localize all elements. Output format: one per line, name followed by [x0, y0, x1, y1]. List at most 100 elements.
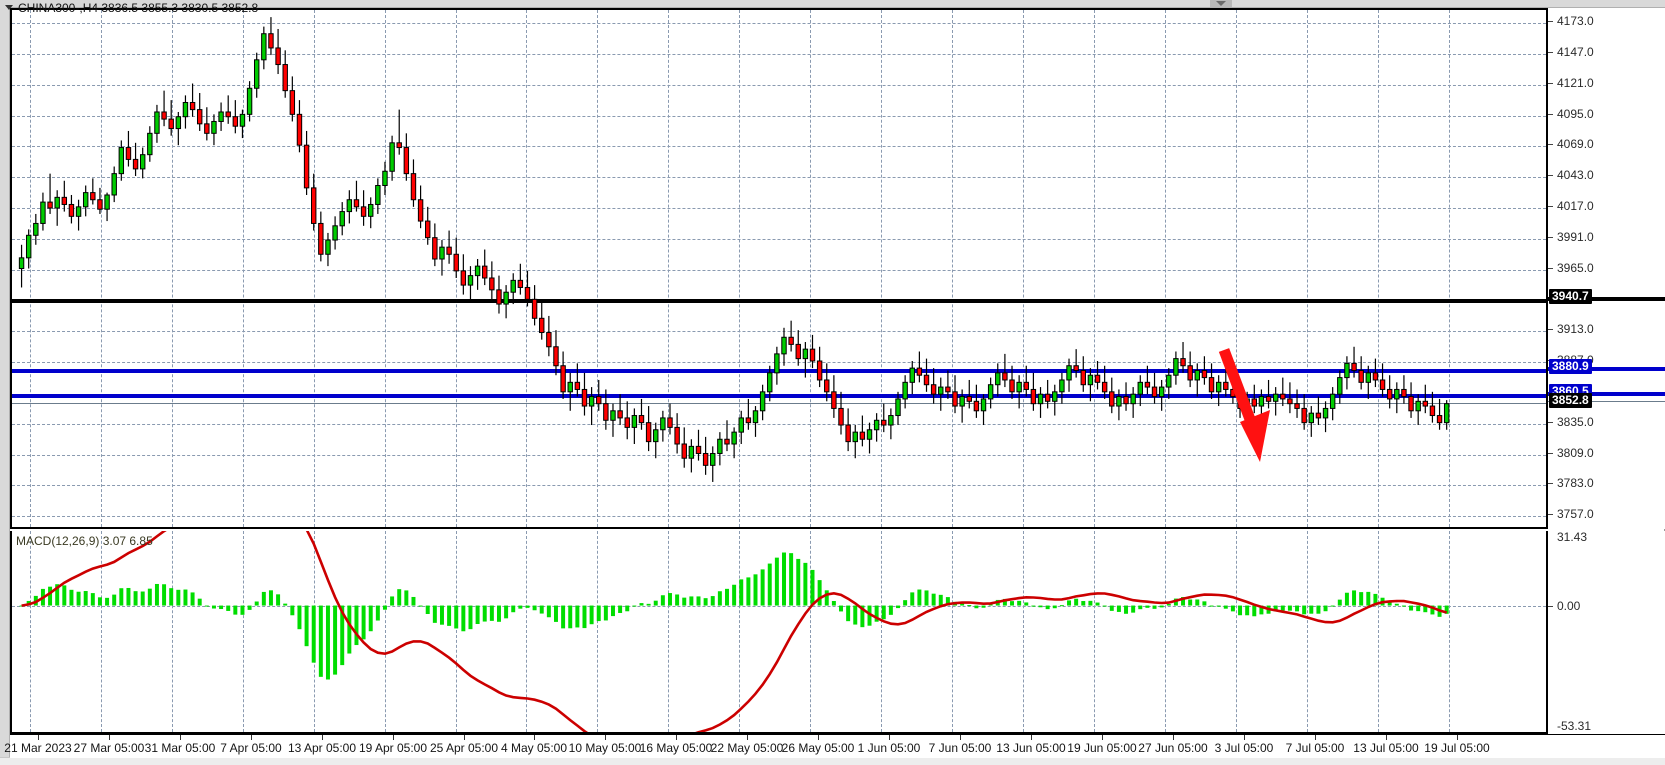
macd-series	[19, 531, 1449, 732]
gridline-vertical	[1307, 10, 1308, 527]
time-axis-tick	[393, 735, 394, 740]
bottom-strip	[0, 757, 1665, 765]
gridline-vertical	[30, 531, 31, 732]
chart-menu-caret-icon[interactable]	[5, 5, 13, 10]
macd-signal-line	[21, 531, 1448, 732]
gridline-vertical	[101, 10, 102, 527]
price-axis-label: 4121.0	[1557, 76, 1594, 90]
time-axis-tick	[676, 735, 677, 740]
price-axis[interactable]: 4173.0 4147.0 4121.0 4095.0 4069.0 4043.0 4017…	[1546, 8, 1665, 529]
price-axis-label: 3783.0	[1557, 476, 1594, 490]
macd-axis-label: 0.00	[1557, 599, 1581, 613]
gridline-horizontal	[12, 270, 1546, 271]
gridline-vertical	[1094, 10, 1095, 527]
time-axis-label: 7 Jul 05:00	[1285, 741, 1345, 755]
top-scrollbar[interactable]	[0, 0, 1665, 8]
time-axis-label: 31 Mar 05:00	[144, 741, 216, 755]
time-axis-label: 1 Jun 05:00	[857, 741, 921, 755]
gridline-vertical	[597, 10, 598, 527]
price-chart-pane[interactable]	[10, 8, 1546, 529]
time-axis-label: 3 Jul 05:00	[1214, 741, 1274, 755]
gridline-vertical	[243, 531, 244, 732]
price-axis-tick	[1548, 83, 1553, 84]
gridline-vertical	[952, 531, 953, 732]
price-plot-area[interactable]	[12, 10, 1546, 527]
gridline-vertical	[526, 10, 527, 527]
price-axis-tick	[1548, 144, 1553, 145]
price-badge: 3880.9	[1549, 359, 1592, 374]
time-axis-tick	[1102, 735, 1103, 740]
macd-axis-label: -53.31	[1557, 719, 1592, 733]
price-axis-label: 4147.0	[1557, 45, 1594, 59]
gridline-vertical	[668, 10, 669, 527]
price-axis-label: 3965.0	[1557, 261, 1594, 275]
gridline-vertical	[1023, 10, 1024, 527]
price-axis-label: 4095.0	[1557, 107, 1594, 121]
gridline-vertical	[243, 10, 244, 527]
price-axis-label: 4043.0	[1557, 168, 1594, 182]
time-axis-label: 7 Apr 05:00	[220, 741, 282, 755]
price-axis-tick	[1548, 237, 1553, 238]
price-level-current-price[interactable]	[12, 403, 1546, 404]
gridline-vertical	[881, 531, 882, 732]
price-level-extension	[1548, 401, 1665, 402]
annotation-arrow-icon[interactable]	[12, 10, 1544, 527]
gridline-horizontal	[12, 116, 1546, 117]
time-axis-label: 25 Apr 05:00	[429, 741, 499, 755]
gridline-vertical	[30, 10, 31, 527]
time-axis-tick	[1315, 735, 1316, 740]
gridline-horizontal	[12, 146, 1546, 147]
price-axis-label: 4173.0	[1557, 14, 1594, 28]
price-axis-tick	[1548, 52, 1553, 53]
gridline-horizontal	[12, 455, 1546, 456]
time-axis-tick	[534, 735, 535, 740]
price-level-major-resistance[interactable]	[12, 299, 1546, 303]
time-axis-label: 19 Jun 05:00	[1067, 741, 1137, 755]
gridline-vertical	[101, 531, 102, 732]
gridline-vertical	[385, 10, 386, 527]
time-axis-label: 27 Mar 05:00	[73, 741, 145, 755]
macd-axis-label: 31.43	[1557, 530, 1588, 544]
gridline-vertical	[810, 531, 811, 732]
price-axis-tick	[1548, 514, 1553, 515]
time-axis-label: 19 Jul 05:00	[1424, 741, 1490, 755]
caret-down-icon[interactable]	[1216, 1, 1226, 6]
price-axis-label: 3809.0	[1557, 446, 1594, 460]
gridline-horizontal	[12, 177, 1546, 178]
price-axis-tick	[1548, 206, 1553, 207]
gridline-vertical	[739, 10, 740, 527]
price-level-lower-resistance[interactable]	[12, 394, 1546, 398]
gridline-horizontal	[12, 239, 1546, 240]
macd-pane[interactable]: MACD(12,26,9) 3.07 6.85	[10, 531, 1546, 734]
price-axis-tick	[1548, 21, 1553, 22]
gridline-horizontal	[12, 208, 1546, 209]
macd-zero-gridline	[12, 606, 1546, 607]
price-axis-label: 3913.0	[1557, 322, 1594, 336]
gridline-vertical	[810, 10, 811, 527]
left-gutter	[0, 7, 10, 758]
time-axis[interactable]: 21 Mar 2023 27 Mar 05:00 31 Mar 05:00 7 Apr…	[4, 734, 1665, 758]
time-axis-label: 13 Jul 05:00	[1353, 741, 1419, 755]
gridline-vertical	[597, 531, 598, 732]
gridline-vertical	[668, 531, 669, 732]
macd-axis-tick	[1548, 606, 1553, 607]
macd-plot-area[interactable]	[12, 531, 1546, 732]
gridline-horizontal	[12, 485, 1546, 486]
macd-axis[interactable]: 31.43 0.00 -53.31	[1546, 531, 1665, 734]
price-axis-tick	[1548, 175, 1553, 176]
price-axis-label: 4017.0	[1557, 199, 1594, 213]
gridline-horizontal	[12, 85, 1546, 86]
price-level-extension	[1548, 297, 1665, 301]
price-axis-label: 3991.0	[1557, 230, 1594, 244]
price-badge: 3852.8	[1549, 393, 1592, 408]
time-axis-tick	[464, 735, 465, 740]
gridline-vertical	[526, 531, 527, 732]
time-axis-tick	[889, 735, 890, 740]
price-badge: 3940.7	[1549, 289, 1592, 304]
gridline-vertical	[1094, 531, 1095, 732]
gridline-vertical	[172, 531, 173, 732]
time-axis-tick	[38, 735, 39, 740]
time-axis-tick	[747, 735, 748, 740]
gridline-vertical	[1449, 10, 1450, 527]
